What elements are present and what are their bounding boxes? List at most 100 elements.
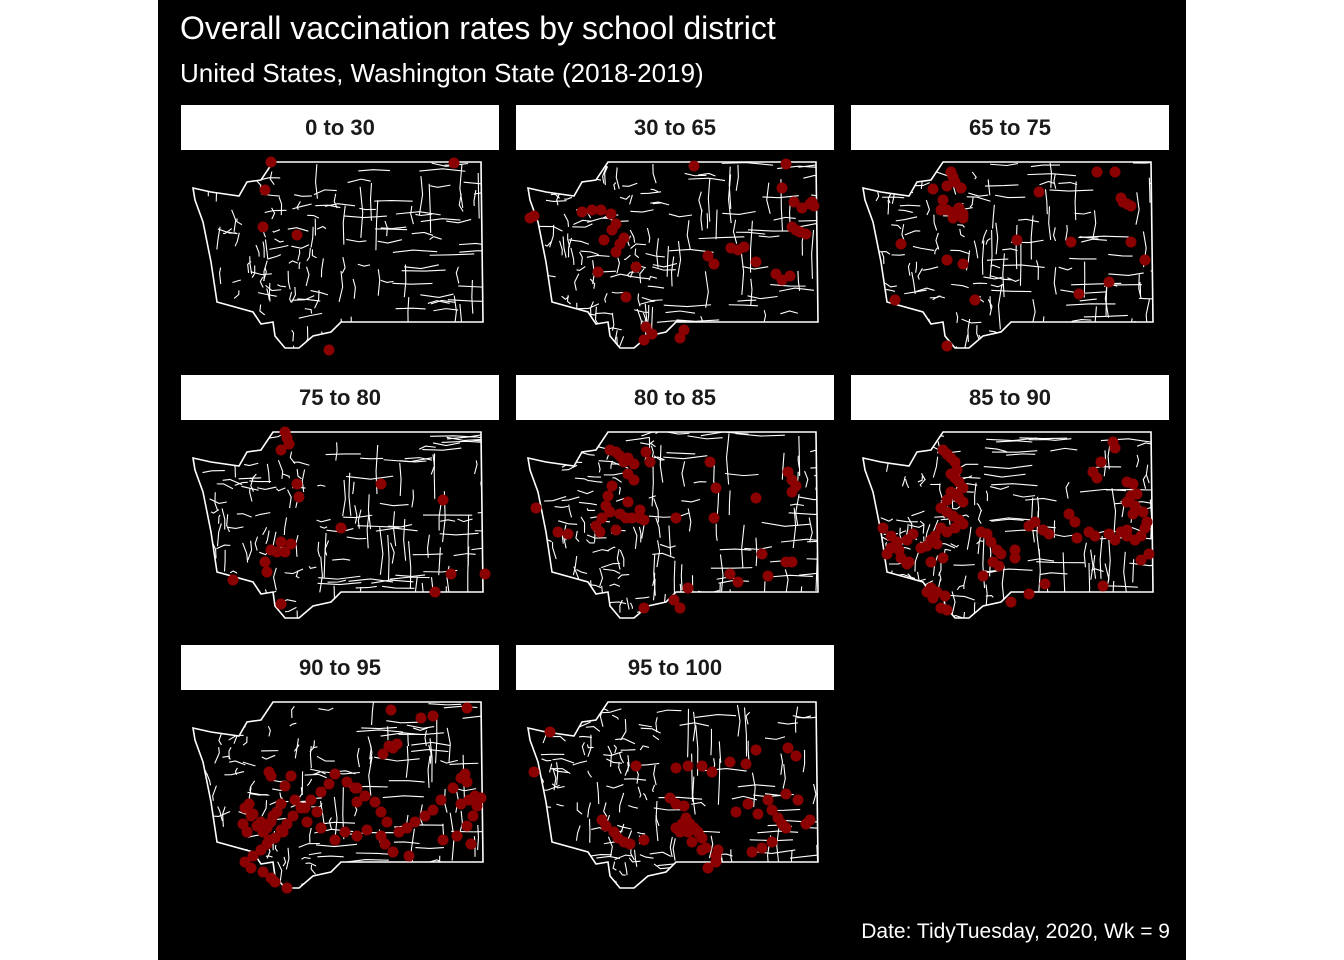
district-point [766, 804, 778, 816]
district-point [780, 158, 792, 170]
district-point [668, 594, 680, 606]
district-point [702, 250, 714, 262]
district-point [351, 830, 363, 842]
district-point [985, 536, 997, 548]
district-point [451, 830, 463, 842]
district-point [620, 291, 632, 303]
district-point [780, 822, 792, 834]
district-point [1103, 276, 1115, 288]
district-point [359, 790, 371, 802]
district-point [369, 796, 381, 808]
district-point [1121, 496, 1133, 508]
district-point [592, 266, 604, 278]
district-point [385, 704, 397, 716]
district-point [626, 512, 638, 524]
district-point [471, 800, 483, 812]
district-boundaries [202, 432, 483, 618]
district-point [750, 492, 762, 504]
district-point [283, 438, 295, 450]
district-point [941, 180, 953, 192]
district-point [530, 502, 542, 514]
district-point [461, 776, 473, 788]
state-outline [862, 431, 1154, 619]
district-point [1091, 472, 1103, 484]
district-point [730, 806, 742, 818]
district-point [640, 446, 652, 458]
district-point [604, 506, 616, 518]
district-point [1033, 186, 1045, 198]
district-point [1135, 554, 1147, 566]
district-point [596, 512, 608, 524]
district-point [915, 542, 927, 554]
district-point [275, 598, 287, 610]
district-point [1109, 534, 1121, 546]
district-point [1127, 508, 1139, 520]
district-point [606, 224, 618, 236]
district-point [1011, 234, 1023, 246]
district-point [1009, 552, 1021, 564]
facet-map-2 [524, 158, 820, 349]
district-point [634, 504, 646, 516]
district-point [750, 744, 762, 756]
district-point [738, 241, 750, 253]
district-point [247, 808, 259, 820]
district-point [261, 566, 273, 578]
district-point [957, 496, 969, 508]
district-point [931, 586, 943, 598]
district-point [403, 850, 415, 862]
district-point [740, 758, 752, 770]
district-point [1097, 580, 1109, 592]
district-point [895, 238, 907, 250]
facet-map-1 [192, 156, 484, 356]
district-point [329, 834, 341, 846]
district-point [335, 522, 347, 534]
district-point [682, 582, 694, 594]
district-point [393, 826, 405, 838]
facet-map-5 [527, 431, 819, 619]
district-point [448, 157, 460, 169]
district-point [644, 456, 656, 468]
facet-strip-2: 30 to 65 [516, 105, 834, 150]
district-point [953, 202, 965, 214]
district-point [784, 270, 796, 282]
district-point [595, 204, 607, 216]
district-point [245, 862, 257, 874]
district-point [682, 826, 694, 838]
district-point [674, 826, 686, 838]
district-point [465, 838, 477, 850]
district-point [281, 882, 293, 894]
district-point [311, 806, 323, 818]
district-point [995, 548, 1007, 560]
facet-strip-1: 0 to 30 [181, 105, 499, 150]
district-point [708, 512, 720, 524]
facet-map-6 [862, 431, 1155, 619]
state-outline [527, 161, 819, 349]
district-point [957, 258, 969, 270]
district-point [630, 760, 642, 772]
district-point [766, 836, 778, 848]
district-point [724, 756, 736, 768]
district-point [782, 742, 794, 754]
district-point [927, 183, 939, 195]
district-point [610, 246, 622, 258]
district-point [341, 776, 353, 788]
district-point [686, 836, 698, 848]
state-outline [527, 701, 819, 889]
district-point [937, 552, 949, 564]
district-point [606, 480, 618, 492]
district-point [315, 822, 327, 834]
district-point [628, 474, 640, 486]
district-point [756, 842, 768, 854]
district-point [901, 534, 913, 546]
district-point [552, 526, 564, 538]
district-point [323, 778, 335, 790]
district-point [941, 254, 953, 266]
district-point [287, 810, 299, 822]
district-point [1131, 488, 1143, 500]
district-point [746, 846, 758, 858]
district-point [638, 834, 650, 846]
district-point [461, 702, 473, 714]
plot-canvas: Overall vaccination rates by school dist… [158, 0, 1186, 960]
district-point [682, 760, 694, 772]
district-point [447, 782, 459, 794]
